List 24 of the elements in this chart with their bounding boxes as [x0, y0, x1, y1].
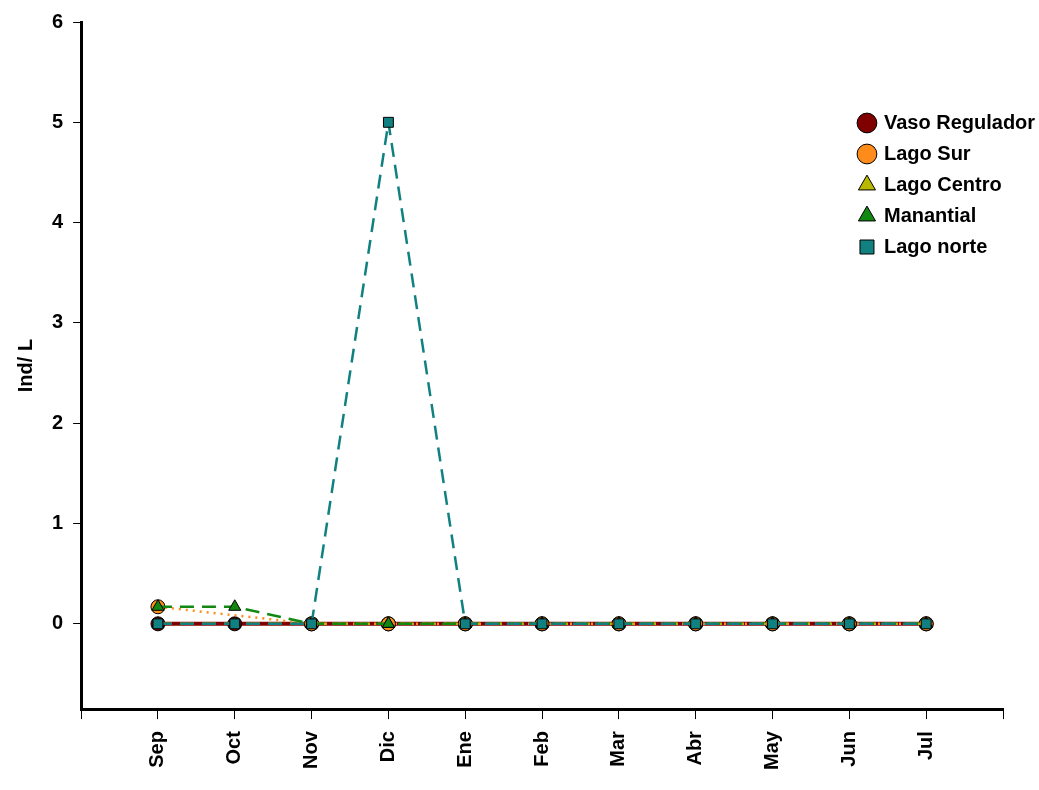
x-tick-label: Mar	[606, 730, 629, 767]
legend-label: Manantial	[883, 203, 977, 226]
x-tick-label: Dic	[375, 731, 398, 763]
y-tick-label: 5	[52, 109, 64, 132]
legend-label: Lago Sur	[883, 141, 971, 164]
y-tick-label: 1	[52, 511, 64, 534]
x-tick-label: Jul	[913, 731, 936, 760]
y-tick-label: 4	[52, 210, 64, 233]
x-tick-label: Oct	[222, 730, 245, 765]
y-tick-label: 2	[52, 410, 64, 433]
y-tick-label: 0	[52, 611, 64, 634]
x-tick-label: Jun	[836, 731, 859, 767]
x-tick-label: Abr	[683, 730, 706, 766]
y-axis-title: Ind/ L	[13, 338, 36, 393]
x-tick-label: May	[760, 730, 783, 770]
y-tick-label: 6	[52, 9, 64, 32]
x-tick-label: Feb	[529, 731, 552, 767]
x-tick-label: Nov	[299, 730, 322, 769]
legend-label: Vaso Regulador	[883, 110, 1036, 133]
x-tick-label: Ene	[452, 731, 475, 768]
x-tick-label: Sep	[145, 731, 168, 768]
legend-label: Lago Centro	[883, 172, 1002, 195]
legend-label: Lago norte	[883, 234, 988, 257]
y-tick-label: 3	[52, 310, 64, 333]
